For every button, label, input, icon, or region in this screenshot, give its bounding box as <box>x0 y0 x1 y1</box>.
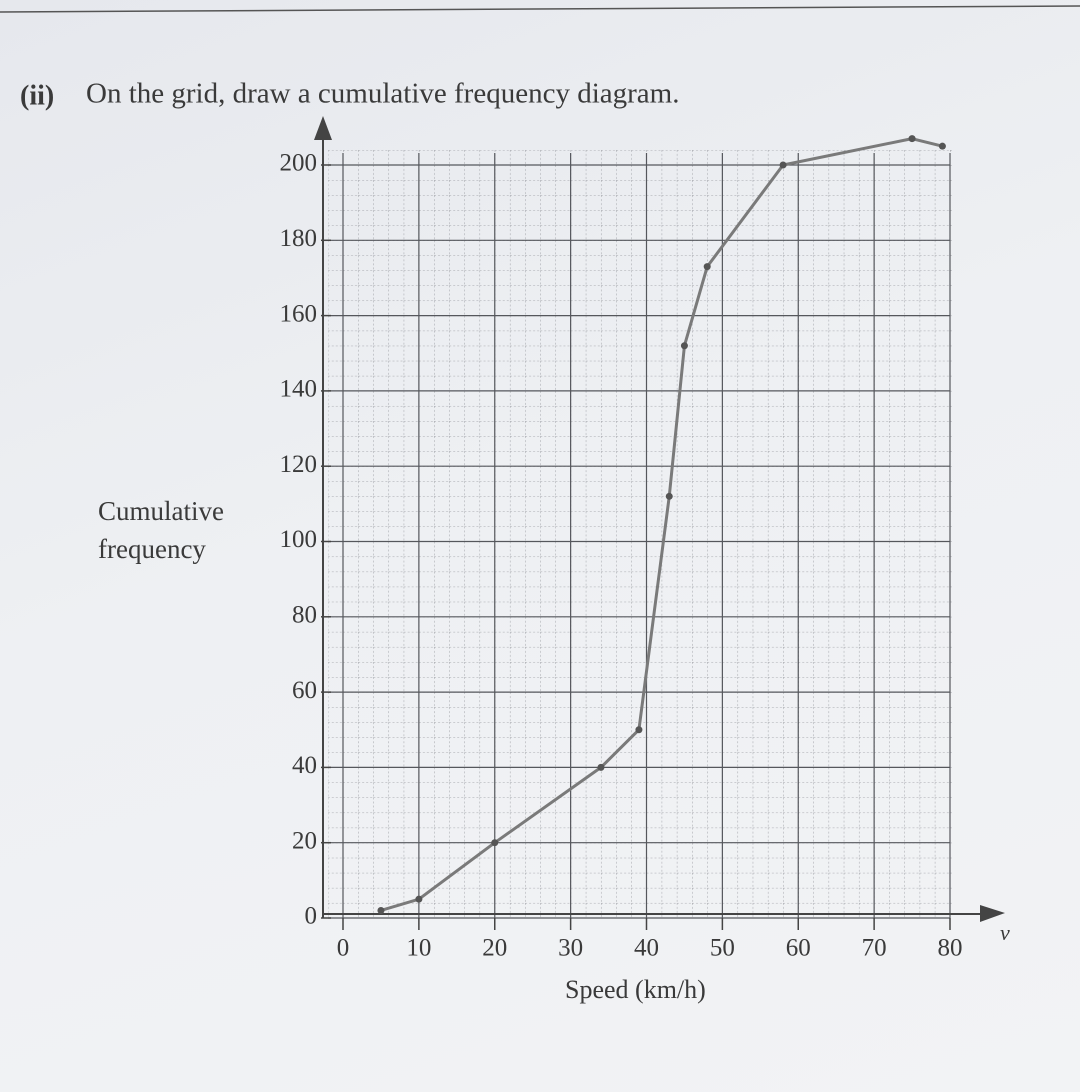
y-tick-label: 60 <box>292 677 317 704</box>
y-axis-label: Cumulative frequency <box>98 496 224 564</box>
point <box>415 895 423 903</box>
x-tick-label: 70 <box>862 935 887 962</box>
x-tick-label: 60 <box>786 935 811 962</box>
point <box>491 839 499 847</box>
x-axis-label: Speed (km/h) <box>565 975 706 1004</box>
y-tick-label: 0 <box>305 903 318 930</box>
point <box>680 342 688 350</box>
y-tick-label: 120 <box>280 451 318 478</box>
y-tick-label: 20 <box>292 827 317 854</box>
x-tick-label: 40 <box>634 935 659 962</box>
point <box>377 906 385 914</box>
x-tick-label: 0 <box>337 935 350 962</box>
x-arrow <box>980 905 1005 922</box>
point <box>779 161 787 169</box>
page-rule <box>0 5 1080 13</box>
y-tick-label: 160 <box>280 300 318 327</box>
point <box>635 726 643 734</box>
x-tick-label: 50 <box>710 935 735 962</box>
point <box>938 142 946 150</box>
y-tick-label: 140 <box>280 376 318 403</box>
x-variable: v <box>1000 920 1010 945</box>
y-tick-label: 40 <box>292 752 317 779</box>
y-tick-label: 100 <box>280 526 318 553</box>
x-tick-label: 80 <box>938 935 963 962</box>
x-tick-label: 20 <box>482 935 507 962</box>
point <box>908 135 916 143</box>
point <box>597 763 605 771</box>
y-tick-label: 80 <box>292 602 317 629</box>
point <box>665 492 673 500</box>
y-tick-label: 200 <box>280 150 318 177</box>
y-arrow <box>314 116 332 140</box>
y-tick-label: 180 <box>280 225 318 252</box>
minor-grid <box>328 150 952 918</box>
question-label: (ii) <box>20 80 54 111</box>
x-tick-label: 30 <box>558 935 583 962</box>
x-tick-label: 10 <box>406 935 431 962</box>
chart-title: On the grid, draw a cumulative frequency… <box>86 78 679 110</box>
point <box>703 263 711 271</box>
